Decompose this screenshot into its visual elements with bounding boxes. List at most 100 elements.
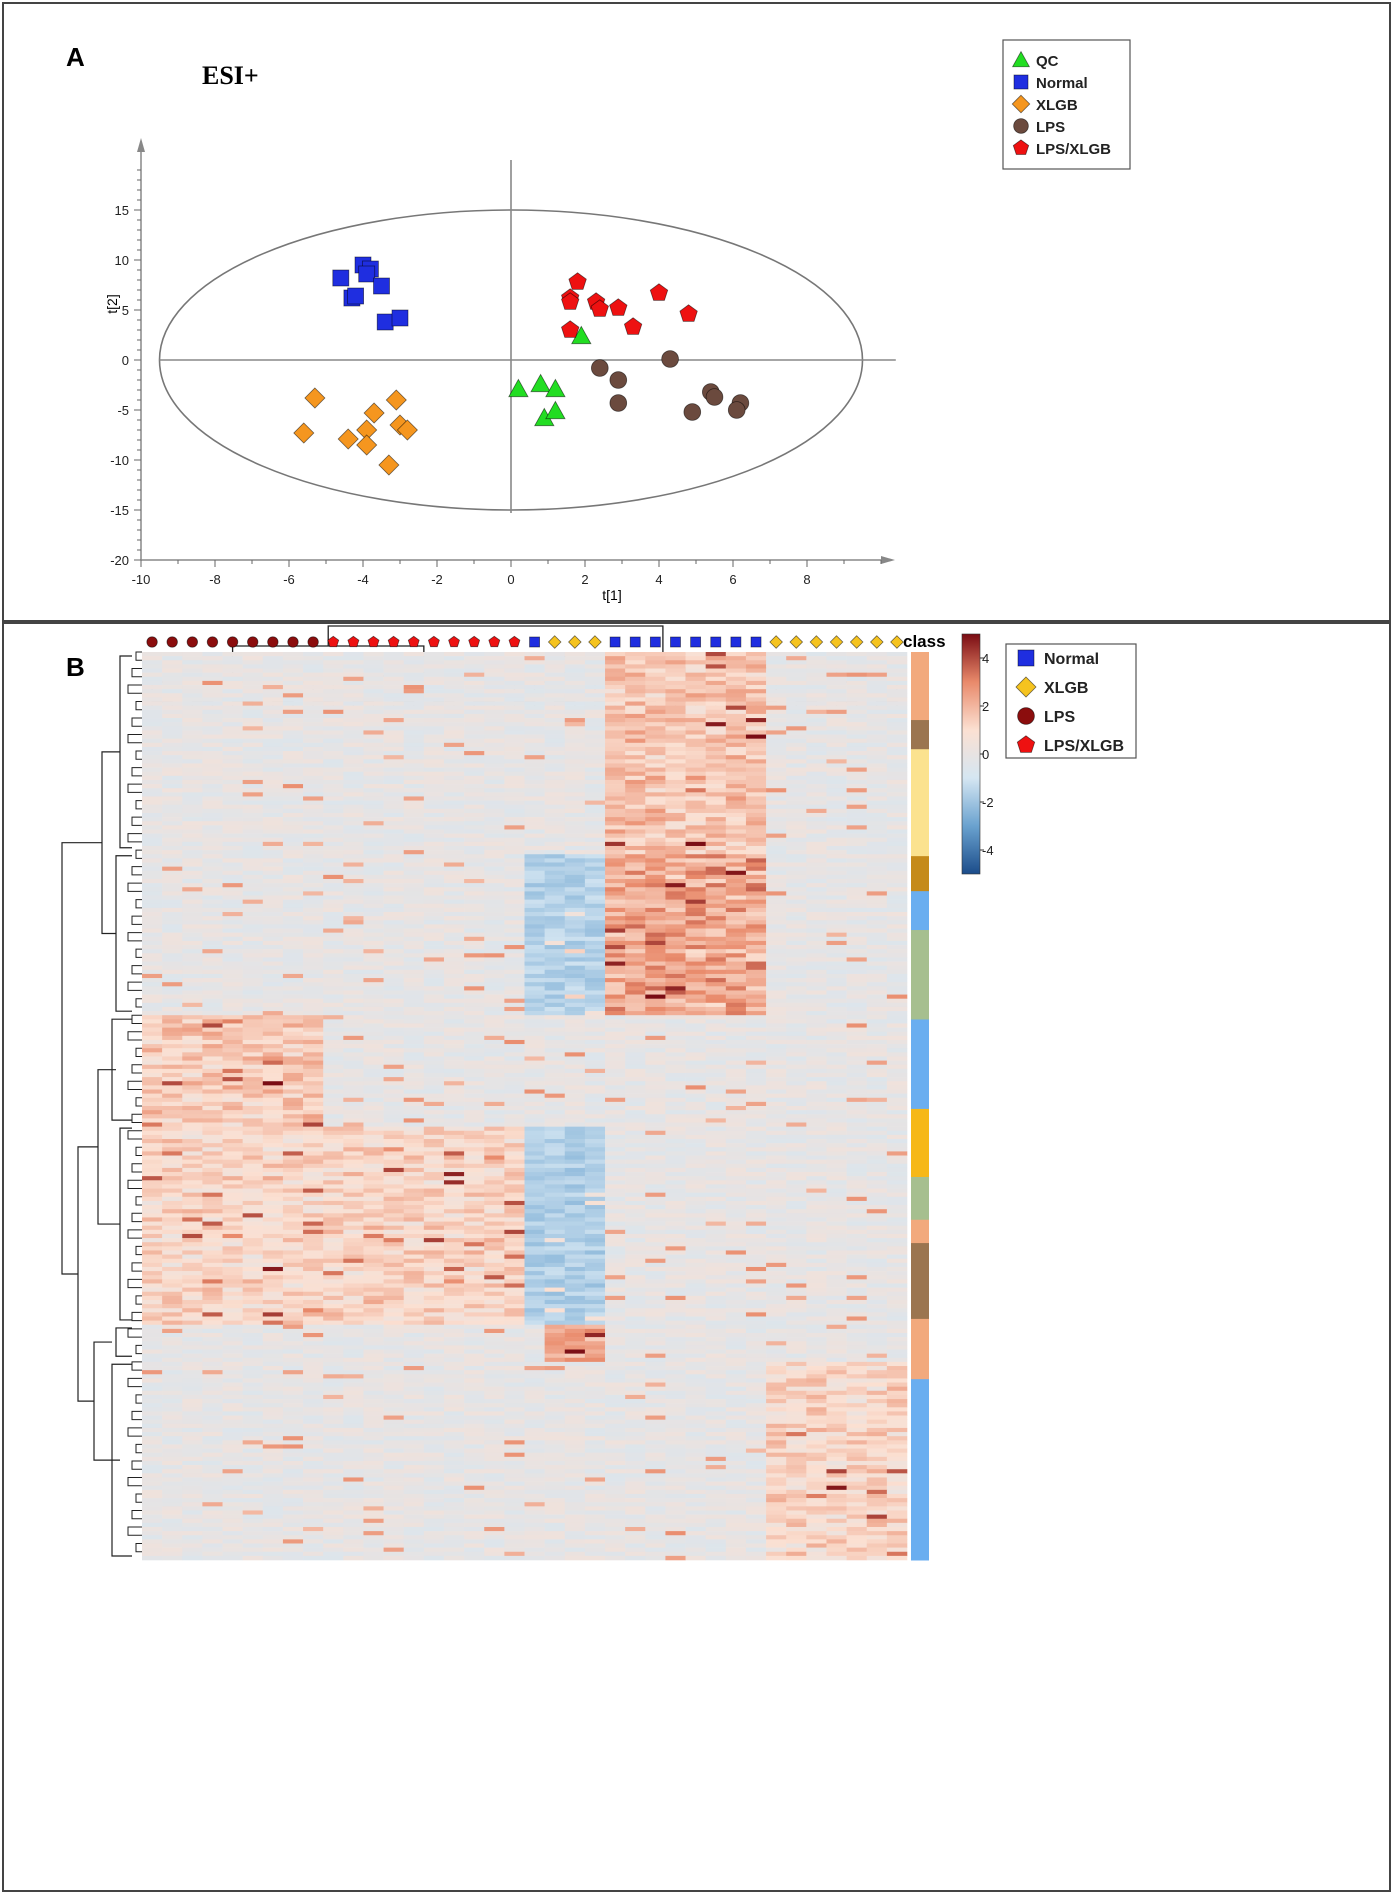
heatmap-cell [665,801,685,805]
heatmap-cell [665,1065,685,1069]
heatmap-cell [806,706,826,710]
heatmap-cell [263,1032,283,1036]
heatmap-cell [585,999,605,1003]
heatmap-cell [243,1135,263,1139]
heatmap-cell [343,714,363,718]
heatmap-cell [826,796,846,800]
heatmap-cell [525,673,545,677]
heatmap-cell [665,681,685,685]
heatmap-cell [444,759,464,763]
heatmap-cell [525,1110,545,1114]
heatmap-cell [504,986,524,990]
heatmap-cell [726,743,746,747]
heatmap-cell [887,1023,907,1027]
column-marker-xlgb [569,636,582,649]
heatmap-cell [162,1065,182,1069]
heatmap-cell [424,1048,444,1052]
heatmap-cell [384,1061,404,1065]
heatmap-cell [283,838,303,842]
heatmap-cell [867,978,887,982]
heatmap-cell [142,1048,162,1052]
heatmap-cell [202,1007,222,1011]
heatmap-cell [706,1032,726,1036]
heatmap-cell [363,978,383,982]
heatmap-cell [464,669,484,673]
heatmap-cell [263,809,283,813]
heatmap-cell [363,1069,383,1073]
heatmap-cell [806,1048,826,1052]
heatmap-cell [424,838,444,842]
heatmap-cell [384,1077,404,1081]
heatmap-cell [867,941,887,945]
heatmap-cell [645,945,665,949]
heatmap-cell [182,681,202,685]
heatmap-cell [525,953,545,957]
heatmap-cell [766,1023,786,1027]
heatmap-cell [867,957,887,961]
heatmap-cell [162,1151,182,1155]
heatmap-cell [162,768,182,772]
heatmap-cell [323,1036,343,1040]
heatmap-cell [363,755,383,759]
heatmap-cell [726,697,746,701]
heatmap-cell [384,1040,404,1044]
heatmap-cell [525,838,545,842]
heatmap-cell [384,1160,404,1164]
heatmap-cell [746,1151,766,1155]
heatmap-cell [182,912,202,916]
heatmap-cell [726,854,746,858]
heatmap-cell [625,1114,645,1118]
heatmap-cell [142,784,162,788]
heatmap-cell [384,669,404,673]
heatmap-cell [162,664,182,668]
heatmap-cell [243,1123,263,1127]
heatmap-cell [444,664,464,668]
heatmap-cell [887,871,907,875]
heatmap-cell [867,763,887,767]
heatmap-cell [323,929,343,933]
heatmap-cell [726,1127,746,1131]
heatmap-cell [806,986,826,990]
heatmap-cell [847,1073,867,1077]
heatmap-cell [706,945,726,949]
heatmap-cell [706,854,726,858]
heatmap-cell [303,1040,323,1044]
heatmap-cell [343,941,363,945]
heatmap-cell [404,1032,424,1036]
heatmap-cell [605,669,625,673]
heatmap-cell [867,730,887,734]
heatmap-cell [263,920,283,924]
heatmap-cell [525,743,545,747]
heatmap-cell [525,1114,545,1118]
heatmap-cell [444,1118,464,1122]
heatmap-cell [243,929,263,933]
heatmap-cell [223,735,243,739]
heatmap-cell [806,673,826,677]
heatmap-cell [283,962,303,966]
heatmap-cell [283,1114,303,1118]
heatmap-cell [504,1028,524,1032]
heatmap-cell [142,953,162,957]
heatmap-cell [182,1077,202,1081]
heatmap-cell [464,896,484,900]
heatmap-cell [243,763,263,767]
heatmap-cell [847,656,867,660]
heatmap-cell [525,966,545,970]
heatmap-cell [142,1077,162,1081]
heatmap-cell [363,796,383,800]
heatmap-cell [645,953,665,957]
heatmap-cell [384,986,404,990]
heatmap-cell [504,1023,524,1027]
heatmap-cell [887,693,907,697]
heatmap-cell [484,710,504,714]
heatmap-cell [665,788,685,792]
heatmap-cell [625,1003,645,1007]
heatmap-cell [726,929,746,933]
heatmap-cell [786,697,806,701]
heatmap-cell [243,1048,263,1052]
heatmap-cell [404,1127,424,1131]
heatmap-cell [263,1007,283,1011]
heatmap-cell [202,1061,222,1065]
heatmap-cell [645,743,665,747]
heatmap-cell [263,796,283,800]
